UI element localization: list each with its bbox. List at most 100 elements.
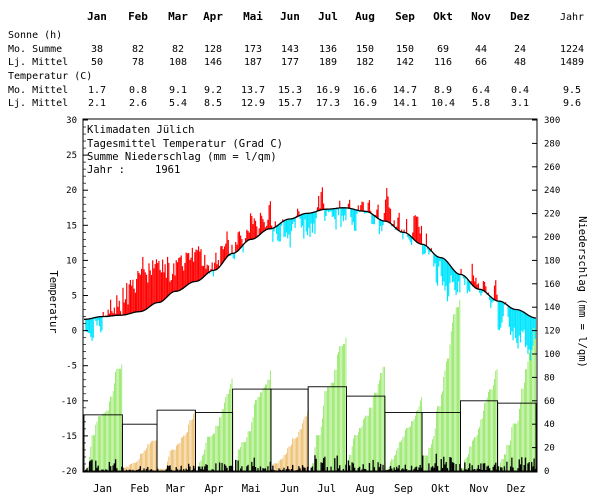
table-cell-sun_mean: 1489	[560, 57, 584, 68]
cumulative-precip-bar	[153, 440, 155, 471]
cumulative-precip-bar	[307, 412, 308, 471]
cumulative-precip-bar	[343, 343, 344, 471]
left-axis: -20 -15 -10 -5 0 5 10 15 20 25 30	[61, 116, 88, 477]
table-cell-sun_mean: 50	[91, 57, 103, 68]
plot-area: -20 -15 -10 -5 0 5 10 15 20 25 30 0 20 40 60 80 100 120 1…	[61, 116, 561, 495]
table-cell-temp_lt_mean: 10.4	[431, 98, 455, 109]
cumulative-precip-bar	[493, 385, 494, 471]
cumulative-precip-bar	[179, 442, 181, 471]
cumulative-precip-bar	[292, 438, 293, 471]
cumulative-precip-bar	[128, 465, 130, 471]
cumulative-precip-bar	[140, 453, 141, 471]
cumulative-precip-bar	[351, 446, 353, 471]
cumulative-precip-bar	[219, 417, 220, 471]
cumulative-precip-bar	[402, 437, 404, 471]
cumulative-precip-bar	[117, 368, 119, 471]
cumulative-precip-bar	[334, 369, 336, 471]
cumulative-precip-bar	[465, 458, 467, 471]
cumulative-precip-bar	[526, 369, 528, 471]
cumulative-precip-bar	[281, 459, 282, 471]
cumulative-precip-bar	[256, 399, 258, 471]
cumulative-precip-bar	[127, 466, 129, 471]
cumulative-precip-bar	[88, 466, 89, 471]
cumulative-precip-bar	[242, 442, 244, 471]
cumulative-precip-bar	[450, 331, 452, 471]
cumulative-precip-bar	[254, 403, 255, 471]
cumulative-precip-bar	[485, 402, 487, 471]
table-cell-temp_mean: 6.4	[472, 85, 490, 96]
cumulative-precip-bar	[293, 438, 295, 471]
cumulative-precip-bar	[319, 435, 321, 471]
table-cell-temp_lt_mean: 2.6	[129, 98, 147, 109]
cumulative-precip-bar	[203, 454, 204, 471]
cumulative-precip-bar	[215, 425, 217, 471]
cumulative-precip-bar	[333, 382, 334, 471]
cumulative-precip-bar	[270, 370, 271, 471]
table-cell-sun_mean: 146	[204, 57, 222, 68]
cumulative-precip-bar	[189, 420, 191, 471]
cumulative-precip-bar	[408, 427, 410, 471]
cumulative-precip-bar	[442, 391, 443, 471]
cumulative-precip-bar	[427, 455, 428, 471]
cumulative-precip-bar	[499, 466, 500, 471]
cumulative-precip-bar	[421, 397, 422, 471]
cumulative-precip-bar	[457, 307, 458, 471]
cumulative-precip-bar	[241, 442, 243, 471]
cumulative-precip-bar	[381, 373, 383, 471]
annotation-year-label: Jahr :	[87, 164, 125, 176]
cumulative-precip-bar	[429, 447, 431, 471]
sun-mean-row-label: Lj. Mittel	[8, 57, 68, 68]
cumulative-precip-bar	[414, 415, 416, 471]
table-cell-temp_mean: 8.9	[434, 85, 452, 96]
cumulative-precip-bar	[210, 436, 212, 471]
cumulative-precip-bar	[377, 384, 379, 471]
cumulative-precip-bar	[143, 450, 145, 471]
cumulative-precip-bar	[517, 420, 519, 471]
cumulative-precip-bar	[173, 449, 175, 471]
cumulative-precip-bar	[515, 423, 516, 471]
cumulative-precip-bar	[298, 431, 300, 471]
cumulative-precip-bar	[510, 440, 511, 471]
cumulative-precip-bar	[266, 384, 267, 471]
cumulative-precip-bar	[349, 454, 350, 471]
cumulative-precip-bar	[169, 450, 171, 471]
left-tick-label: -15	[61, 432, 77, 442]
cumulative-precip-bar	[362, 419, 364, 471]
cumulative-precip-bar	[483, 410, 484, 471]
table-cell-sun_mean: 66	[475, 57, 487, 68]
table-cell-sun_mean: 177	[281, 57, 299, 68]
cumulative-precip-bar	[223, 409, 224, 471]
cumulative-precip-bar	[301, 429, 302, 471]
table-cell-temp_mean: 13.7	[241, 85, 265, 96]
annotation-line3: Summe Niederschlag (mm = l/qm)	[87, 151, 277, 163]
x-tick-label: Mar	[166, 483, 185, 495]
cumulative-precip-bar	[532, 339, 534, 471]
cumulative-precip-bar	[531, 343, 532, 471]
cumulative-precip-bar	[462, 468, 463, 471]
cumulative-precip-bar	[277, 463, 279, 471]
cumulative-precip-bar	[180, 437, 182, 471]
cumulative-precip-bar	[445, 361, 447, 471]
cumulative-precip-bar	[251, 422, 253, 471]
cumulative-precip-bar	[158, 468, 160, 471]
x-tick-label: Jun	[280, 483, 299, 495]
cumulative-precip-bar	[511, 427, 513, 471]
table-cell-temp_lt_mean: 14.1	[393, 98, 417, 109]
cumulative-precip-bar	[320, 426, 322, 471]
cumulative-precip-bar	[149, 442, 151, 471]
cumulative-precip-bar	[516, 423, 518, 471]
table-cell-temp_mean: 0.8	[129, 85, 147, 96]
cumulative-precip-bar	[519, 409, 520, 471]
cumulative-precip-bar	[387, 468, 389, 471]
table-cell-temp_lt_mean: 16.9	[353, 98, 377, 109]
table-cell-temp_lt_mean: 5.8	[472, 98, 490, 109]
cumulative-precip-bar	[504, 454, 505, 471]
cumulative-precip-bar	[490, 389, 492, 471]
cumulative-precip-bar	[246, 437, 248, 471]
cumulative-precip-bar	[476, 434, 478, 471]
cumulative-precip-bar	[444, 370, 446, 471]
cumulative-precip-bar	[255, 399, 256, 471]
cumulative-precip-bar	[533, 326, 535, 471]
cumulative-precip-bar	[512, 423, 514, 471]
cumulative-precip-bar	[282, 458, 284, 471]
